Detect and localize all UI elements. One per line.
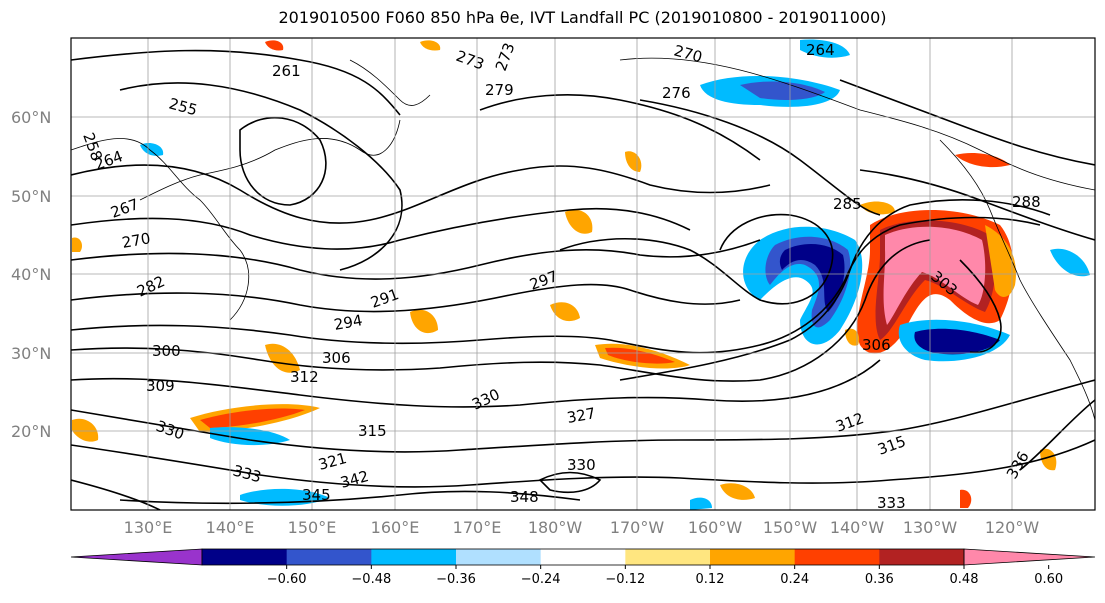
colorbar-segment bbox=[794, 549, 880, 565]
colorbar-segment bbox=[710, 549, 796, 565]
lon-label-130w: 130°W bbox=[903, 518, 958, 537]
lon-label-170e: 170°E bbox=[453, 518, 502, 537]
colorbar-tick-label: 0.60 bbox=[1034, 572, 1063, 587]
contour-label: 288 bbox=[1012, 193, 1041, 211]
lon-label-180w: 180°W bbox=[528, 518, 583, 537]
lat-label-50n: 50°N bbox=[11, 187, 51, 206]
contour-label: 261 bbox=[272, 62, 301, 80]
contour-label: 348 bbox=[510, 488, 539, 506]
contour-label: 264 bbox=[806, 41, 835, 59]
colorbar-segment bbox=[625, 549, 711, 565]
lon-label-120w: 120°W bbox=[985, 518, 1040, 537]
colorbar-segment bbox=[456, 549, 542, 565]
lat-label-40n: 40°N bbox=[11, 265, 51, 284]
lon-label-140w: 140°W bbox=[830, 518, 885, 537]
colorbar-segment bbox=[286, 549, 372, 565]
colorbar-segment bbox=[202, 549, 288, 565]
colorbar-extend-high bbox=[963, 548, 1096, 566]
colorbar-tick-label: −0.12 bbox=[605, 572, 645, 587]
contour-label: 333 bbox=[877, 494, 906, 512]
contour-label: 270 bbox=[121, 229, 152, 252]
gridlines bbox=[71, 38, 1095, 510]
colorbar-tick-label: 0.24 bbox=[780, 572, 809, 587]
contour-label: 306 bbox=[322, 349, 351, 367]
contour-label: 345 bbox=[302, 486, 331, 504]
colorbar: −0.60 −0.48 −0.36 −0.24 −0.12 0.12 0.24 0.36 0.4… bbox=[70, 548, 1096, 587]
colorbar-tick-label: 0.48 bbox=[950, 572, 979, 587]
colorbar-tick-label: 0.36 bbox=[865, 572, 894, 587]
contour-label: 315 bbox=[358, 422, 387, 440]
latitude-labels: 60°N 50°N 40°N 30°N 20°N bbox=[11, 108, 51, 441]
contour-label: 294 bbox=[333, 311, 364, 334]
colorbar-segment bbox=[540, 549, 626, 565]
colorbar-tick-label: −0.24 bbox=[521, 572, 561, 587]
colorbar-segment bbox=[879, 549, 965, 565]
lat-label-20n: 20°N bbox=[11, 422, 51, 441]
contour-label: 330 bbox=[567, 456, 596, 474]
lon-label-160e: 160°E bbox=[371, 518, 420, 537]
map-title: 2019010500 F060 850 hPa θe, IVT Landfall… bbox=[278, 8, 887, 27]
contour-label: 306 bbox=[862, 336, 891, 354]
lon-label-130e: 130°E bbox=[124, 518, 173, 537]
lon-label-170w: 170°W bbox=[610, 518, 665, 537]
colorbar-segment bbox=[371, 549, 457, 565]
colorbar-tick-label: −0.36 bbox=[436, 572, 476, 587]
lon-label-160w: 160°W bbox=[688, 518, 743, 537]
colorbar-tick-label: −0.48 bbox=[351, 572, 391, 587]
colorbar-extend-low bbox=[70, 548, 203, 566]
contour-label: 327 bbox=[566, 404, 597, 427]
contour-label: 312 bbox=[290, 368, 319, 386]
lat-label-60n: 60°N bbox=[11, 108, 51, 127]
contour-label: 300 bbox=[152, 342, 181, 360]
contour-label: 285 bbox=[833, 195, 862, 213]
lon-label-150w: 150°W bbox=[763, 518, 818, 537]
contour-label: 276 bbox=[662, 84, 691, 102]
colorbar-frame bbox=[201, 548, 965, 566]
lon-label-140e: 140°E bbox=[206, 518, 255, 537]
lon-label-150e: 150°E bbox=[288, 518, 337, 537]
contour-label: 309 bbox=[146, 377, 175, 395]
lat-label-30n: 30°N bbox=[11, 344, 51, 363]
contour-label: 279 bbox=[485, 81, 514, 99]
colorbar-tick-label: 0.12 bbox=[696, 572, 725, 587]
longitude-labels: 130°E 140°E 150°E 160°E 170°E 180°W 170°… bbox=[124, 518, 1040, 537]
plot-frame bbox=[70, 37, 1096, 511]
colorbar-tick-label: −0.60 bbox=[267, 572, 307, 587]
coastlines bbox=[71, 57, 1095, 421]
